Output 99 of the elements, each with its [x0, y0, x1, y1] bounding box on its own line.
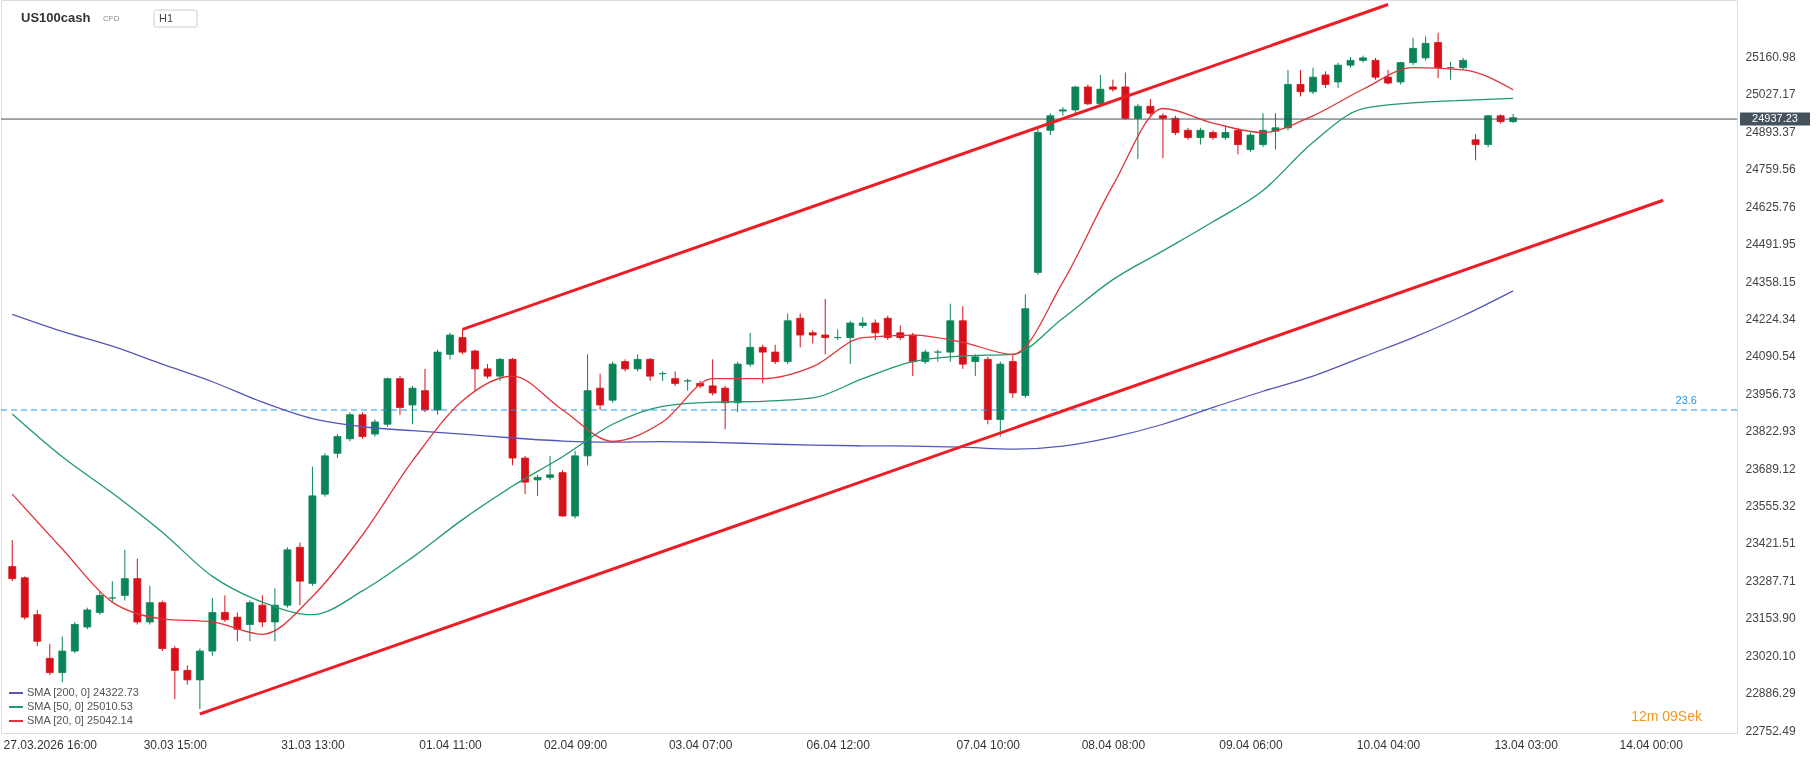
y-tick-label: 25160.98 — [1745, 50, 1796, 64]
y-tick-label: 23956.73 — [1745, 386, 1796, 401]
candlestick — [95, 591, 104, 616]
x-tick-label: 30.03 15:00 — [143, 737, 208, 752]
candlestick — [708, 358, 717, 396]
y-tick-label: 24759.56 — [1745, 162, 1796, 177]
candlestick — [821, 298, 830, 355]
candlestick — [108, 580, 117, 604]
x-tick-label: 08.04 08:00 — [1081, 737, 1146, 752]
candlestick — [846, 320, 855, 365]
candlestick — [721, 385, 730, 430]
candlestick — [258, 594, 267, 628]
candlestick — [1409, 37, 1417, 66]
candlestick — [533, 474, 542, 497]
candlestick — [1271, 112, 1280, 151]
candlestick — [596, 373, 604, 411]
candlestick — [220, 594, 229, 623]
y-tick-label: 23421.51 — [1745, 536, 1796, 551]
candlestick — [120, 549, 129, 601]
candlestick — [1334, 62, 1342, 89]
candlestick — [233, 611, 242, 642]
x-tick-label: 14.04 00:00 — [1619, 737, 1684, 752]
legend-label: SMA [20, 0] 25042.14 — [27, 714, 133, 726]
y-tick-label: 23689.12 — [1745, 461, 1796, 476]
annotation: 23.6 — [1675, 393, 1697, 406]
y-tick-label: 25027.17 — [1745, 87, 1796, 102]
candlestick — [796, 313, 805, 348]
candlestick — [333, 433, 342, 459]
candlestick — [8, 539, 17, 582]
candlestick — [1471, 133, 1480, 161]
candlestick — [1371, 57, 1380, 81]
x-tick-label: 02.04 09:00 — [543, 737, 608, 752]
candlestick — [471, 349, 479, 392]
candlestick — [758, 344, 767, 384]
candlestick — [1083, 83, 1092, 106]
candlestick — [671, 370, 680, 387]
y-tick-label: 22886.29 — [1745, 686, 1796, 701]
candlestick — [971, 353, 980, 377]
candlestick — [546, 455, 554, 481]
candlestick — [1296, 69, 1305, 97]
y-tick-label: 24491.95 — [1745, 237, 1796, 252]
y-tick-label: 23287.71 — [1745, 573, 1796, 588]
x-tick-label: 31.03 13:00 — [281, 737, 345, 752]
candlestick — [1309, 67, 1317, 95]
candlestick — [408, 385, 417, 425]
candlestick — [746, 332, 755, 368]
candlestick — [1421, 35, 1430, 61]
annotation: H1 — [159, 12, 174, 24]
legend-label: SMA [50, 0] 25010.53 — [27, 700, 133, 712]
candlestick — [1159, 112, 1167, 159]
x-tick-label: 09.04 06:00 — [1219, 737, 1283, 752]
candlestick — [83, 607, 92, 630]
candlestick — [170, 645, 179, 700]
x-tick-label: 13.04 03:00 — [1494, 737, 1559, 752]
candlestick — [496, 357, 504, 382]
candlestick — [183, 664, 192, 686]
y-tick-label: 24090.54 — [1745, 349, 1796, 364]
y-tick-label: 22752.49 — [1745, 723, 1796, 738]
y-tick-label: 23020.10 — [1745, 648, 1796, 663]
candlestick — [45, 643, 54, 676]
candlestick — [358, 411, 367, 440]
y-tick-label: 24893.37 — [1745, 124, 1796, 139]
candlestick — [145, 585, 154, 625]
ref-line-label: 24937.23 — [1752, 112, 1798, 125]
x-tick-label: 03.04 07:00 — [668, 737, 733, 752]
candlestick — [646, 357, 655, 382]
candlestick — [458, 328, 467, 355]
candlestick — [1259, 112, 1267, 148]
x-tick-label: 27.03.2026 16:00 — [3, 737, 98, 752]
candlestick — [1058, 106, 1067, 117]
candlestick — [1071, 85, 1080, 114]
annotation: CFD — [103, 14, 120, 23]
x-tick-label: 10.04 04:00 — [1356, 737, 1421, 752]
x-tick-label: 01.04 11:00 — [419, 737, 483, 752]
candlestick — [1108, 79, 1117, 93]
candlestick — [421, 368, 429, 413]
candlestick — [245, 599, 254, 642]
candlestick — [446, 332, 454, 360]
y-tick-label: 24224.34 — [1745, 311, 1796, 326]
candlestick — [1096, 74, 1105, 106]
y-tick-label: 23822.93 — [1745, 424, 1796, 439]
y-tick-label: 23555.32 — [1745, 499, 1796, 514]
line-series — [11, 290, 1514, 450]
candlestick — [871, 318, 880, 341]
candlestick — [1134, 103, 1142, 160]
candlestick — [271, 587, 279, 642]
text: US100cash — [21, 10, 91, 25]
candlestick — [1246, 132, 1255, 153]
y-tick-label: 24358.15 — [1745, 274, 1796, 289]
legend-label: SMA [200, 0] 24322.73 — [27, 686, 139, 698]
y-tick-label: 24625.76 — [1745, 199, 1796, 214]
candlestick — [58, 636, 67, 683]
x-tick-label: 07.04 10:00 — [956, 737, 1021, 752]
candlestick — [771, 344, 780, 365]
candlestick — [1234, 127, 1242, 155]
x-tick-label: 06.04 12:00 — [806, 737, 871, 752]
annotation: 12m 09Sek — [1631, 708, 1703, 724]
y-tick-label: 23153.90 — [1745, 611, 1796, 626]
candlestick — [883, 315, 892, 341]
